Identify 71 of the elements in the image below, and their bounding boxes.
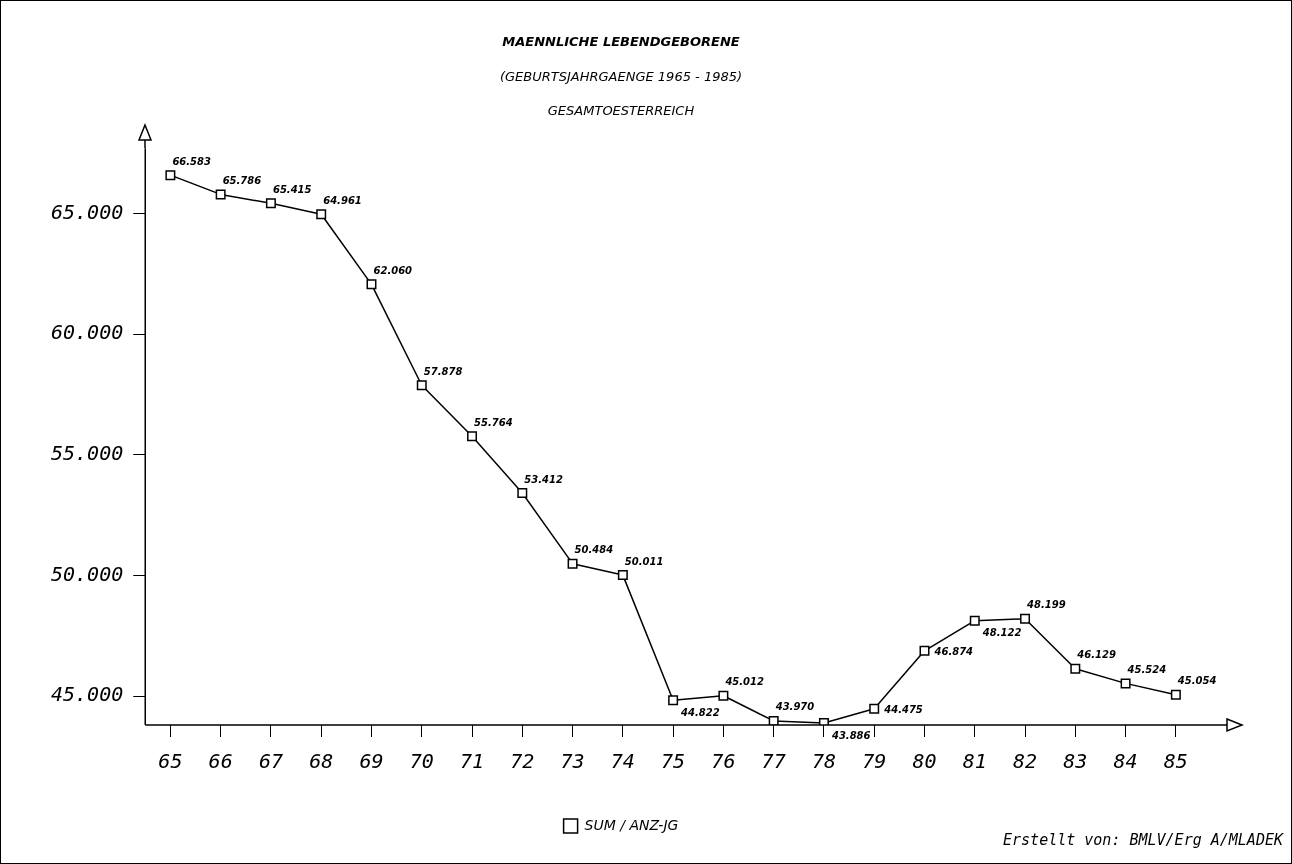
point	[1170, 689, 1181, 700]
y-tick-label: 45.000	[51, 682, 124, 707]
data-label: 55.764	[474, 416, 513, 428]
data-label: 64.961	[323, 194, 362, 206]
point	[416, 380, 427, 391]
point	[265, 198, 276, 209]
data-label: 45.012	[724, 676, 765, 688]
x-tick-label: 66	[208, 749, 233, 774]
text: Erstellt von: BMLV/Erg A/MLADEK	[1003, 831, 1283, 849]
data-label: 46.874	[933, 646, 974, 658]
data-label: 43.886	[830, 729, 871, 741]
point	[467, 431, 478, 442]
x-tick-label: 68	[309, 749, 334, 774]
x-tick-label: 73	[560, 749, 585, 774]
point	[165, 170, 176, 181]
data-label: 53.412	[524, 473, 563, 485]
data-label: 48.122	[981, 627, 1022, 639]
data-label: 43.970	[774, 701, 815, 713]
data-label: 50.484	[574, 544, 614, 556]
y-tick-label: 65.000	[51, 199, 124, 224]
point	[919, 645, 930, 656]
x-tick-label: 83	[1063, 749, 1088, 774]
x-tick-label: 82	[1012, 749, 1038, 774]
point	[517, 488, 528, 499]
point	[1120, 678, 1131, 689]
y-tick-label: 55.000	[51, 440, 124, 465]
point	[617, 570, 628, 581]
x-tick-label: 71	[459, 749, 485, 774]
x-tick-label: 72	[510, 749, 535, 774]
data-label: 65.786	[222, 174, 262, 186]
data-label: 44.822	[680, 706, 720, 718]
x-tick-label: 70	[409, 749, 434, 774]
x-tick-label: 84	[1113, 749, 1138, 774]
text: (GEBURTSJAHRGAENGE 1965 - 1985) GESAMTOESTERREICH	[499, 68, 743, 118]
data-label: 44.475	[883, 704, 923, 716]
x-tick-label: 78	[811, 749, 836, 774]
data-label: 45.054	[1176, 675, 1217, 687]
data-label: 65.415	[272, 183, 312, 195]
data-label: 48.199	[1026, 599, 1066, 611]
data-label: 66.583	[172, 155, 212, 167]
point	[869, 703, 880, 714]
y-tick-label: 60.000	[51, 320, 124, 345]
data-label: 57.878	[423, 365, 463, 377]
point	[316, 209, 327, 220]
data-label: 46.129	[1076, 649, 1116, 661]
point	[668, 695, 679, 706]
x-tick-label: 75	[661, 749, 686, 774]
data-label: 62.060	[373, 264, 413, 276]
data-label: 50.011	[624, 555, 664, 567]
x-tick-label: 67	[258, 749, 283, 774]
legend-label: SUM / ANZ-JG	[584, 816, 679, 833]
y-tick-label: 50.000	[51, 561, 124, 586]
x-tick-label: 81	[962, 749, 987, 774]
point	[768, 715, 779, 725]
chart-title: MAENNLICHE LEBENDGEBORENE	[502, 34, 740, 50]
point	[366, 279, 377, 290]
point	[718, 690, 729, 701]
data-label: 45.524	[1126, 663, 1167, 675]
point	[1070, 663, 1081, 674]
x-tick-label: 74	[610, 749, 635, 774]
point	[1020, 613, 1031, 624]
x-tick-label: 85	[1163, 749, 1188, 774]
x-tick-label: 80	[912, 749, 937, 774]
x-tick-label: 69	[359, 749, 384, 774]
x-tick-label: 79	[862, 749, 887, 774]
x-tick-label: 65	[158, 749, 183, 774]
point	[215, 189, 226, 200]
x-tick-label: 77	[761, 749, 786, 774]
point	[567, 558, 578, 569]
x-tick-label: 76	[711, 749, 736, 774]
point	[969, 615, 980, 626]
